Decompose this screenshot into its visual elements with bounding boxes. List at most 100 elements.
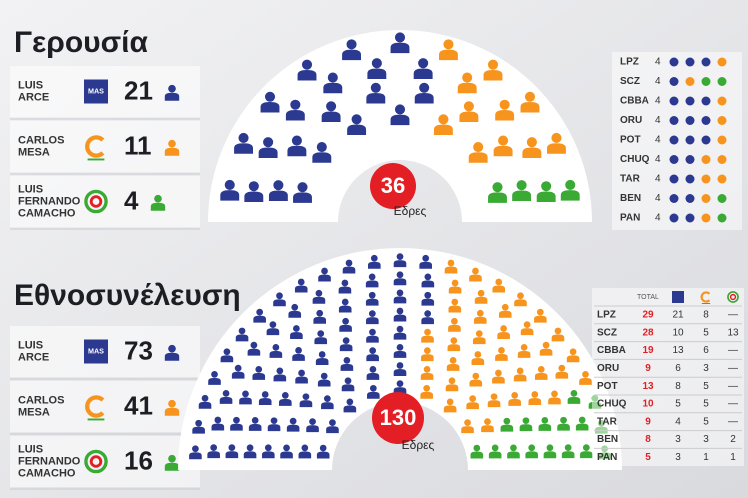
seat-head xyxy=(316,142,327,153)
cc-logo-bar xyxy=(701,303,711,304)
department-total: 4 xyxy=(655,174,661,185)
seat-head xyxy=(224,179,235,190)
seat-head xyxy=(255,365,263,373)
seat-body xyxy=(219,396,233,404)
seat-head xyxy=(242,390,249,398)
candidate-name: FERNANDO xyxy=(18,455,81,467)
mas-logo xyxy=(84,79,108,104)
department-seats xyxy=(669,174,695,184)
seat-head xyxy=(491,444,499,452)
seat-body xyxy=(457,82,477,94)
seat-head xyxy=(396,362,404,369)
seat-head xyxy=(263,137,274,148)
department-seats: 21 xyxy=(672,310,684,321)
assembly-title: Εθνοσυνέλευση xyxy=(14,279,241,312)
seat-head xyxy=(424,328,431,336)
seat-head xyxy=(290,99,301,110)
department-code: TAR xyxy=(597,416,618,427)
seat-body xyxy=(413,68,433,79)
department-total: 5 xyxy=(645,452,651,463)
seat-head xyxy=(211,370,218,378)
candidate-seats: 21 xyxy=(124,75,153,105)
seat-body xyxy=(580,451,593,459)
seat-body xyxy=(483,69,503,81)
seat-body xyxy=(497,331,510,339)
candidate-seats: 41 xyxy=(124,390,153,420)
department-seats: 6 xyxy=(675,363,681,374)
seat-head xyxy=(297,278,305,286)
department-total: 4 xyxy=(655,154,661,165)
seat-body xyxy=(393,260,407,268)
seat-head xyxy=(396,325,404,333)
department-seats: 8 xyxy=(675,381,681,392)
department-seats xyxy=(669,116,711,125)
seat-head xyxy=(368,273,376,281)
seat-head xyxy=(248,181,259,192)
seat-head xyxy=(487,59,499,70)
department-seats xyxy=(717,135,727,145)
department-seats xyxy=(701,213,711,223)
seat-head xyxy=(472,267,479,275)
seat-dot xyxy=(701,77,711,86)
seat-head xyxy=(261,391,269,398)
seat-head xyxy=(500,325,507,332)
seat-body xyxy=(492,285,506,293)
candidate-icon xyxy=(164,344,180,361)
department-seats: 1 xyxy=(703,452,709,463)
seat-body xyxy=(487,400,501,408)
seat-dot xyxy=(685,213,695,223)
seat-head xyxy=(490,393,498,401)
seat-body xyxy=(566,355,580,363)
seat-head xyxy=(168,399,176,408)
seat-body xyxy=(508,398,521,406)
seat-head xyxy=(343,357,351,364)
seat-body xyxy=(473,316,487,324)
seat-body xyxy=(459,111,479,123)
department-code: CBBA xyxy=(620,96,649,107)
seat-head xyxy=(396,307,404,315)
candidate-icon xyxy=(164,454,180,471)
seat-dot xyxy=(685,194,695,203)
seat-head xyxy=(501,303,509,311)
senate-title: Γερουσία xyxy=(14,26,148,59)
seat-body xyxy=(367,68,387,79)
seat-head xyxy=(368,291,376,299)
department-seats: 5 xyxy=(703,381,709,392)
candidate-row xyxy=(10,121,200,172)
seat-body xyxy=(488,192,507,203)
seat-head xyxy=(234,364,242,372)
seat-body xyxy=(393,350,407,358)
seat-head xyxy=(369,347,377,354)
seat-head xyxy=(293,325,300,332)
seat-head xyxy=(368,310,376,317)
seat-head xyxy=(238,132,249,143)
department-total: 4 xyxy=(655,193,661,204)
seat-head xyxy=(516,180,527,191)
seat-body xyxy=(294,285,308,293)
seat-dot xyxy=(717,116,727,125)
seat-head xyxy=(250,341,258,349)
seat-body xyxy=(299,400,313,408)
department-seats xyxy=(717,116,727,125)
seat-head xyxy=(424,310,432,317)
seat-head xyxy=(341,298,349,306)
seat-head xyxy=(570,389,578,397)
candidate-name: ARCE xyxy=(18,91,49,103)
seat-body xyxy=(220,355,234,363)
seat-head xyxy=(327,72,338,83)
department-total: 28 xyxy=(642,327,654,338)
seat-dot xyxy=(701,57,711,67)
department-seats: — xyxy=(728,363,738,374)
seat-body xyxy=(439,49,458,61)
department-seats xyxy=(717,96,727,106)
seat-head xyxy=(498,346,505,354)
department-code: POT xyxy=(597,381,618,392)
seat-body xyxy=(520,328,534,336)
seat-head xyxy=(536,308,544,316)
seat-head xyxy=(318,351,326,358)
seat-body xyxy=(339,344,353,352)
seat-body xyxy=(575,423,589,431)
seat-head xyxy=(569,348,577,356)
seat-body xyxy=(273,299,286,307)
seat-body xyxy=(500,424,514,432)
